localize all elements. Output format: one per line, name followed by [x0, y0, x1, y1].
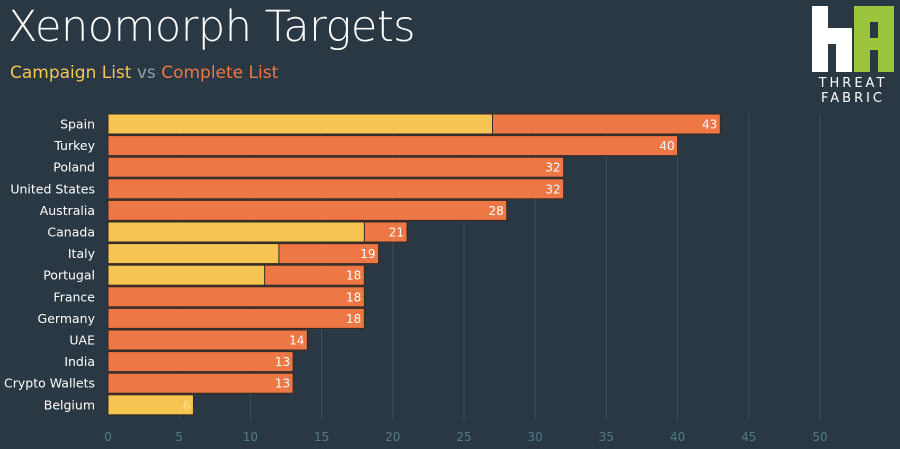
- category-label: Germany: [38, 311, 96, 326]
- category-label: Belgium: [44, 397, 95, 412]
- x-tick-label: 45: [741, 430, 756, 444]
- data-label: 14: [289, 334, 304, 348]
- logo-mark-icon: [812, 6, 894, 72]
- x-tick-label: 50: [812, 430, 827, 444]
- bar-complete: [107, 178, 565, 200]
- logo-text-2: FABRIC: [820, 91, 886, 106]
- category-label: Crypto Wallets: [4, 376, 95, 391]
- category-label: Italy: [68, 246, 96, 261]
- data-label: 40: [659, 139, 674, 153]
- data-label: 18: [346, 312, 361, 326]
- data-label: 32: [545, 161, 560, 175]
- legend-vs: vs: [136, 63, 156, 83]
- data-label: 18: [346, 269, 361, 283]
- x-tick-label: 15: [314, 430, 329, 444]
- logo-text-1: THREAT: [818, 76, 888, 91]
- x-tick-label: 35: [599, 430, 614, 444]
- category-label: Poland: [53, 160, 95, 175]
- threatfabric-logo: THREAT FABRIC: [812, 6, 894, 106]
- category-label: Australia: [40, 203, 95, 218]
- data-label: 21: [389, 226, 404, 240]
- legend-complete: Complete List: [161, 63, 279, 83]
- bar-complete: [107, 156, 565, 178]
- data-label: 43: [702, 118, 717, 132]
- data-label: 13: [275, 355, 290, 369]
- x-tick-label: 5: [175, 430, 183, 444]
- x-tick-label: 25: [456, 430, 471, 444]
- category-label: Portugal: [43, 268, 95, 283]
- bar-complete: [107, 351, 294, 373]
- category-label: United States: [10, 181, 95, 196]
- bar-campaign: [107, 264, 266, 286]
- data-label: 32: [545, 182, 560, 196]
- bar-campaign: [107, 394, 194, 416]
- data-label: 19: [360, 247, 375, 261]
- bar-complete: [107, 307, 365, 329]
- data-label: 6: [183, 398, 191, 412]
- legend-campaign: Campaign List: [10, 63, 132, 83]
- category-label: Spain: [60, 117, 95, 132]
- chart-subtitle: Campaign List vs Complete List: [10, 63, 278, 83]
- x-tick-label: 40: [670, 430, 685, 444]
- category-label: India: [64, 354, 95, 369]
- bar-complete: [107, 372, 294, 394]
- bar-complete: [107, 286, 365, 308]
- bar-complete: [107, 199, 508, 221]
- data-label: 18: [346, 290, 361, 304]
- category-label: UAE: [69, 333, 95, 348]
- x-tick-label: 20: [385, 430, 400, 444]
- x-tick-label: 10: [243, 430, 258, 444]
- x-tick-label: 0: [104, 430, 112, 444]
- bar-complete: [107, 135, 679, 157]
- data-label: 28: [488, 204, 503, 218]
- chart-title: Xenomorph Targets: [8, 2, 416, 52]
- bar-campaign: [107, 113, 493, 135]
- category-label: France: [53, 289, 95, 304]
- bar-complete: [107, 329, 308, 351]
- category-label: Turkey: [53, 138, 95, 153]
- data-label: 13: [275, 377, 290, 391]
- bar-campaign: [107, 221, 365, 243]
- bar-campaign: [107, 243, 280, 265]
- x-tick-label: 30: [528, 430, 543, 444]
- category-label: Canada: [47, 225, 95, 240]
